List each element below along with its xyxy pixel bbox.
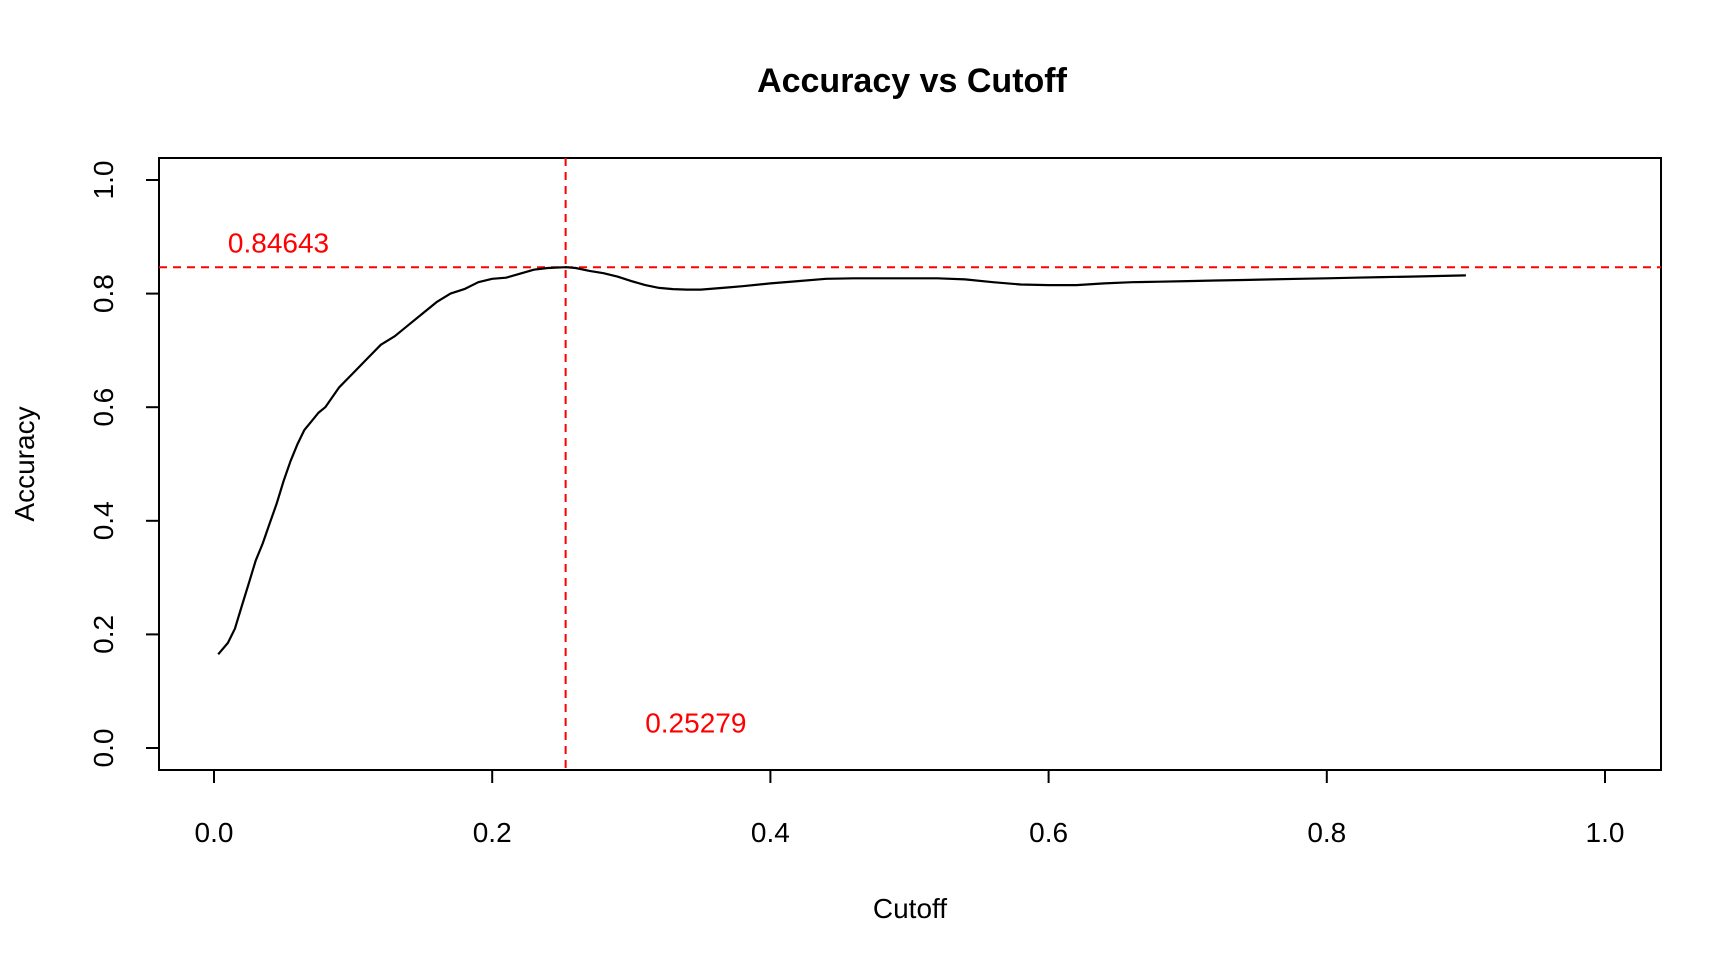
- x-tick-label: 0.6: [1029, 817, 1068, 848]
- series-group: [217, 266, 1466, 656]
- x-tick-label: 0.0: [195, 817, 234, 848]
- x-axis-label: Cutoff: [873, 893, 947, 924]
- x-tick-label: 1.0: [1586, 817, 1625, 848]
- y-tick-label: 0.0: [88, 729, 119, 768]
- y-tick-label: 0.8: [88, 274, 119, 313]
- optimal-cutoff-label: 0.25279: [645, 707, 746, 738]
- reference-lines: 0.84643 0.25279: [159, 158, 1661, 770]
- y-tick-label: 0.2: [88, 615, 119, 654]
- y-tick-label: 0.6: [88, 388, 119, 427]
- x-tick-label: 0.8: [1307, 817, 1346, 848]
- y-axis: 0.0 0.2 0.4 0.6 0.8 1.0: [88, 161, 160, 768]
- x-tick-label: 0.2: [473, 817, 512, 848]
- plot-area-frame: [158, 157, 1662, 771]
- x-tick-label: 0.4: [751, 817, 790, 848]
- y-axis-label: Accuracy: [9, 406, 40, 521]
- chart-title: Accuracy vs Cutoff: [757, 62, 1068, 100]
- y-tick-label: 0.4: [88, 501, 119, 540]
- max-accuracy-label: 0.84643: [228, 227, 329, 258]
- accuracy-series-line: [217, 266, 1466, 656]
- y-tick-label: 1.0: [88, 161, 119, 200]
- x-axis: 0.0 0.2 0.4 0.6 0.8 1.0: [195, 769, 1625, 848]
